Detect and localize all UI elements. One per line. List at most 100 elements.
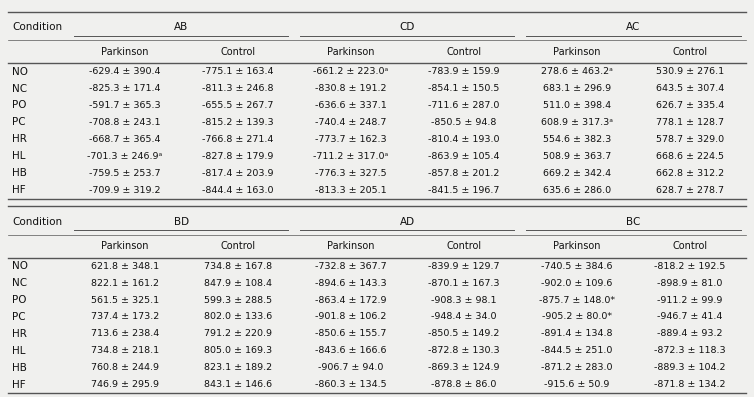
Text: -908.3 ± 98.1: -908.3 ± 98.1 xyxy=(431,295,497,304)
Text: 802.0 ± 133.6: 802.0 ± 133.6 xyxy=(204,312,272,322)
Text: -850.5 ± 94.8: -850.5 ± 94.8 xyxy=(431,118,497,127)
Text: -902.0 ± 109.6: -902.0 ± 109.6 xyxy=(541,279,612,287)
Text: AD: AD xyxy=(400,216,415,227)
Text: NC: NC xyxy=(12,84,27,94)
Text: -709.9 ± 319.2: -709.9 ± 319.2 xyxy=(89,185,161,195)
Text: -591.7 ± 365.3: -591.7 ± 365.3 xyxy=(89,101,161,110)
Text: 561.5 ± 325.1: 561.5 ± 325.1 xyxy=(90,295,159,304)
Text: AB: AB xyxy=(174,22,188,32)
Text: Control: Control xyxy=(673,241,707,251)
Text: -773.7 ± 162.3: -773.7 ± 162.3 xyxy=(315,135,387,144)
Text: PO: PO xyxy=(12,100,27,110)
Text: -783.9 ± 159.9: -783.9 ± 159.9 xyxy=(428,67,500,76)
Text: Control: Control xyxy=(673,47,707,57)
Text: 737.4 ± 173.2: 737.4 ± 173.2 xyxy=(90,312,159,322)
Text: -844.4 ± 163.0: -844.4 ± 163.0 xyxy=(202,185,274,195)
Text: -871.8 ± 134.2: -871.8 ± 134.2 xyxy=(654,380,725,389)
Text: AC: AC xyxy=(627,22,641,32)
Text: HL: HL xyxy=(12,346,26,356)
Text: Parkinson: Parkinson xyxy=(327,47,375,57)
Text: 643.5 ± 307.4: 643.5 ± 307.4 xyxy=(656,84,724,93)
Text: PO: PO xyxy=(12,295,27,305)
Text: -825.3 ± 171.4: -825.3 ± 171.4 xyxy=(89,84,161,93)
Text: -759.5 ± 253.7: -759.5 ± 253.7 xyxy=(89,169,161,177)
Text: 635.6 ± 286.0: 635.6 ± 286.0 xyxy=(543,185,611,195)
Text: Parkinson: Parkinson xyxy=(327,241,375,251)
Text: Control: Control xyxy=(446,241,481,251)
Text: CD: CD xyxy=(400,22,415,32)
Text: -854.1 ± 150.5: -854.1 ± 150.5 xyxy=(428,84,499,93)
Text: -889.4 ± 93.2: -889.4 ± 93.2 xyxy=(657,330,722,338)
Text: -863.9 ± 105.4: -863.9 ± 105.4 xyxy=(428,152,500,161)
Text: -711.2 ± 317.0ᵃ: -711.2 ± 317.0ᵃ xyxy=(313,152,388,161)
Text: -655.5 ± 267.7: -655.5 ± 267.7 xyxy=(202,101,274,110)
Text: -708.8 ± 243.1: -708.8 ± 243.1 xyxy=(89,118,161,127)
Text: 578.7 ± 329.0: 578.7 ± 329.0 xyxy=(656,135,724,144)
Text: -894.6 ± 143.3: -894.6 ± 143.3 xyxy=(315,279,387,287)
Text: -813.3 ± 205.1: -813.3 ± 205.1 xyxy=(315,185,387,195)
Text: Control: Control xyxy=(220,241,256,251)
Text: Condition: Condition xyxy=(13,216,63,227)
Text: 511.0 ± 398.4: 511.0 ± 398.4 xyxy=(543,101,611,110)
Text: -870.1 ± 167.3: -870.1 ± 167.3 xyxy=(428,279,500,287)
Text: Control: Control xyxy=(446,47,481,57)
Text: -740.5 ± 384.6: -740.5 ± 384.6 xyxy=(541,262,613,271)
Text: 626.7 ± 335.4: 626.7 ± 335.4 xyxy=(656,101,724,110)
Text: HL: HL xyxy=(12,151,26,161)
Text: 734.8 ± 167.8: 734.8 ± 167.8 xyxy=(204,262,271,271)
Text: -915.6 ± 50.9: -915.6 ± 50.9 xyxy=(544,380,609,389)
Text: 734.8 ± 218.1: 734.8 ± 218.1 xyxy=(90,346,159,355)
Text: -898.9 ± 81.0: -898.9 ± 81.0 xyxy=(657,279,722,287)
Text: 668.6 ± 224.5: 668.6 ± 224.5 xyxy=(656,152,724,161)
Text: HR: HR xyxy=(12,329,27,339)
Text: NO: NO xyxy=(12,67,29,77)
Text: -901.8 ± 106.2: -901.8 ± 106.2 xyxy=(315,312,387,322)
Text: HB: HB xyxy=(12,168,27,178)
Text: -850.5 ± 149.2: -850.5 ± 149.2 xyxy=(428,330,499,338)
Text: BD: BD xyxy=(173,216,188,227)
Text: PC: PC xyxy=(12,312,26,322)
Text: -701.3 ± 246.9ᵃ: -701.3 ± 246.9ᵃ xyxy=(87,152,162,161)
Text: 599.3 ± 288.5: 599.3 ± 288.5 xyxy=(204,295,271,304)
Text: Parkinson: Parkinson xyxy=(553,47,601,57)
Text: -872.3 ± 118.3: -872.3 ± 118.3 xyxy=(654,346,726,355)
Text: -857.8 ± 201.2: -857.8 ± 201.2 xyxy=(428,169,499,177)
Text: 621.8 ± 348.1: 621.8 ± 348.1 xyxy=(90,262,159,271)
Text: 843.1 ± 146.6: 843.1 ± 146.6 xyxy=(204,380,271,389)
Text: 669.2 ± 342.4: 669.2 ± 342.4 xyxy=(543,169,611,177)
Text: HR: HR xyxy=(12,134,27,144)
Text: -872.8 ± 130.3: -872.8 ± 130.3 xyxy=(428,346,500,355)
Text: 746.9 ± 295.9: 746.9 ± 295.9 xyxy=(90,380,158,389)
Text: Parkinson: Parkinson xyxy=(553,241,601,251)
Text: 805.0 ± 169.3: 805.0 ± 169.3 xyxy=(204,346,271,355)
Text: Parkinson: Parkinson xyxy=(101,47,149,57)
Text: 508.9 ± 363.7: 508.9 ± 363.7 xyxy=(543,152,611,161)
Text: -860.3 ± 134.5: -860.3 ± 134.5 xyxy=(315,380,387,389)
Text: NO: NO xyxy=(12,261,29,271)
Text: HB: HB xyxy=(12,363,27,373)
Text: -817.4 ± 203.9: -817.4 ± 203.9 xyxy=(202,169,274,177)
Text: 823.1 ± 189.2: 823.1 ± 189.2 xyxy=(204,363,271,372)
Text: -711.6 ± 287.0: -711.6 ± 287.0 xyxy=(428,101,499,110)
Text: NC: NC xyxy=(12,278,27,288)
Text: BC: BC xyxy=(627,216,641,227)
Text: 628.7 ± 278.7: 628.7 ± 278.7 xyxy=(656,185,724,195)
Text: 778.1 ± 128.7: 778.1 ± 128.7 xyxy=(656,118,724,127)
Text: -889.3 ± 104.2: -889.3 ± 104.2 xyxy=(654,363,725,372)
Text: -878.8 ± 86.0: -878.8 ± 86.0 xyxy=(431,380,497,389)
Text: -636.6 ± 337.1: -636.6 ± 337.1 xyxy=(315,101,387,110)
Text: -830.8 ± 191.2: -830.8 ± 191.2 xyxy=(315,84,387,93)
Text: Control: Control xyxy=(220,47,256,57)
Text: -905.2 ± 80.0*: -905.2 ± 80.0* xyxy=(542,312,612,322)
Text: 278.6 ± 463.2ᵃ: 278.6 ± 463.2ᵃ xyxy=(541,67,613,76)
Text: -732.8 ± 367.7: -732.8 ± 367.7 xyxy=(315,262,387,271)
Text: 554.6 ± 382.3: 554.6 ± 382.3 xyxy=(543,135,611,144)
Text: -661.2 ± 223.0ᵃ: -661.2 ± 223.0ᵃ xyxy=(313,67,388,76)
Text: -863.4 ± 172.9: -863.4 ± 172.9 xyxy=(315,295,387,304)
Text: HF: HF xyxy=(12,185,26,195)
Text: -776.3 ± 327.5: -776.3 ± 327.5 xyxy=(315,169,387,177)
Text: HF: HF xyxy=(12,380,26,389)
Text: -869.3 ± 124.9: -869.3 ± 124.9 xyxy=(428,363,500,372)
Text: -891.4 ± 134.8: -891.4 ± 134.8 xyxy=(541,330,613,338)
Text: 530.9 ± 276.1: 530.9 ± 276.1 xyxy=(656,67,724,76)
